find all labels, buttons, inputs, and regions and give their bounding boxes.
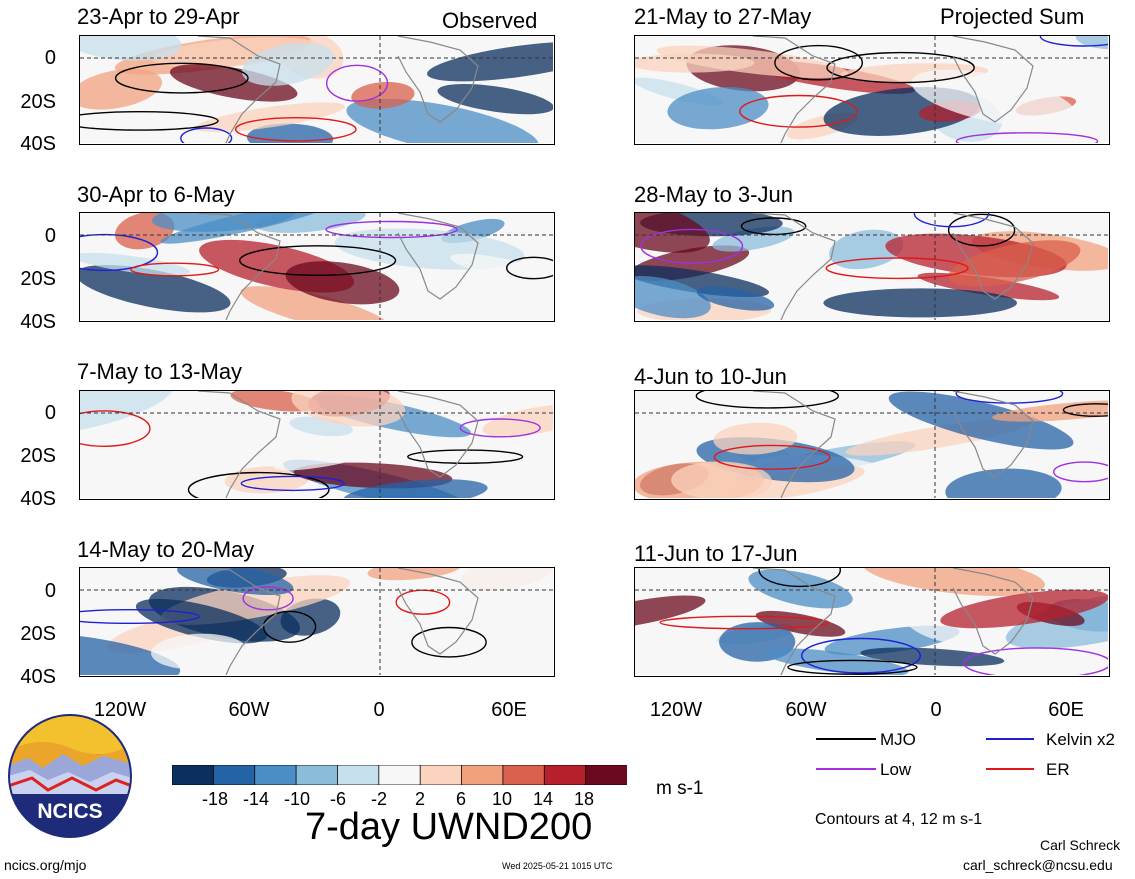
colorbar-unit: m s-1 [656,778,704,799]
legend-label-kelvin: Kelvin x2 [1046,730,1115,749]
colorbar-swatch [419,764,463,786]
colorbar-swatch [502,764,546,786]
x-tick-label: 60W [785,699,827,721]
colorbar-label: -10 [283,789,310,809]
legend-line-kelvin [986,738,1034,740]
map-panel [634,212,1110,322]
colorbar-swatch [171,764,215,786]
y-tick-label: 20S [20,91,56,113]
ncics-logo: NCICS [8,714,132,838]
x-tick-label: 0 [930,699,942,721]
x-tick-label: 60E [491,699,527,721]
contours-note: Contours at 4, 12 m s-1 [815,811,983,828]
map-panel [79,212,555,322]
colorbar-swatch [295,764,339,786]
colorbar-swatch [461,764,504,786]
colorbar-label: 6 [455,789,466,809]
y-tick-label: 0 [44,580,56,602]
y-tick-label: 20S [20,268,56,290]
y-tick-label: 0 [44,47,56,69]
panel-title: 30-Apr to 6-May [77,182,235,207]
panel-title: 28-May to 3-Jun [634,182,793,207]
footer-timestamp: Wed 2025-05-21 1015 UTC [502,861,613,871]
map-panel [634,567,1110,677]
projected-label: Projected Sum [940,4,1085,29]
colorbar-swatch [212,764,256,786]
panel-title: 14-May to 20-May [77,537,255,562]
y-tick-label: 40S [20,488,56,510]
colorbar-swatch [378,764,422,786]
footer-author: Carl Schreck [1040,837,1121,853]
panel-title: 23-Apr to 29-Apr [77,4,240,29]
y-tick-label: 40S [20,666,56,688]
colorbar [171,764,628,786]
footer-email: carl_schreck@ncsu.edu [963,857,1113,873]
map-panel [634,35,1110,145]
legend-line-mjo [816,738,876,740]
x-tick-label: 0 [373,699,385,721]
panel-title: 7-May to 13-May [77,359,243,384]
footer-url: ncics.org/mjo [4,857,87,873]
map-panel [79,35,555,145]
x-tick-label: 120W [649,699,703,721]
map-panel [634,390,1110,500]
x-tick-label: 60W [228,699,270,721]
colorbar-label: -6 [329,789,346,809]
legend-label-er: ER [1046,760,1070,779]
colorbar-swatch [585,764,628,786]
x-tick-label: 60E [1048,699,1084,721]
colorbar-swatch [254,764,297,786]
legend-line-er [986,768,1034,770]
y-tick-label: 20S [20,623,56,645]
colorbar-swatch [543,764,587,786]
colorbar-label: 18 [573,789,595,809]
legend-line-low [816,768,876,770]
map-panel [79,567,555,677]
main-title: 7-day UWND200 [305,806,593,848]
y-tick-label: 20S [20,445,56,467]
colorbar-label: 14 [532,789,554,809]
colorbar-label: -14 [242,789,269,809]
logo-text: NCICS [37,800,102,823]
panel-title: 21-May to 27-May [634,4,812,29]
colorbar-label: 10 [491,789,513,809]
observed-label: Observed [442,8,538,33]
y-tick-label: 0 [44,225,56,247]
colorbar-swatch [337,764,380,786]
x-tick-label: 120W [93,699,147,721]
legend-label-mjo: MJO [880,730,916,749]
map-panel [79,390,555,500]
y-tick-label: 0 [44,402,56,424]
legend-label-low: Low [880,760,912,779]
y-tick-label: 40S [20,133,56,155]
colorbar-label: 2 [414,789,425,809]
colorbar-label: -2 [370,789,387,809]
colorbar-label: -18 [201,789,228,809]
panel-title: 11-Jun to 17-Jun [634,541,798,566]
panel-title: 4-Jun to 10-Jun [634,364,787,389]
y-tick-label: 40S [20,311,56,333]
